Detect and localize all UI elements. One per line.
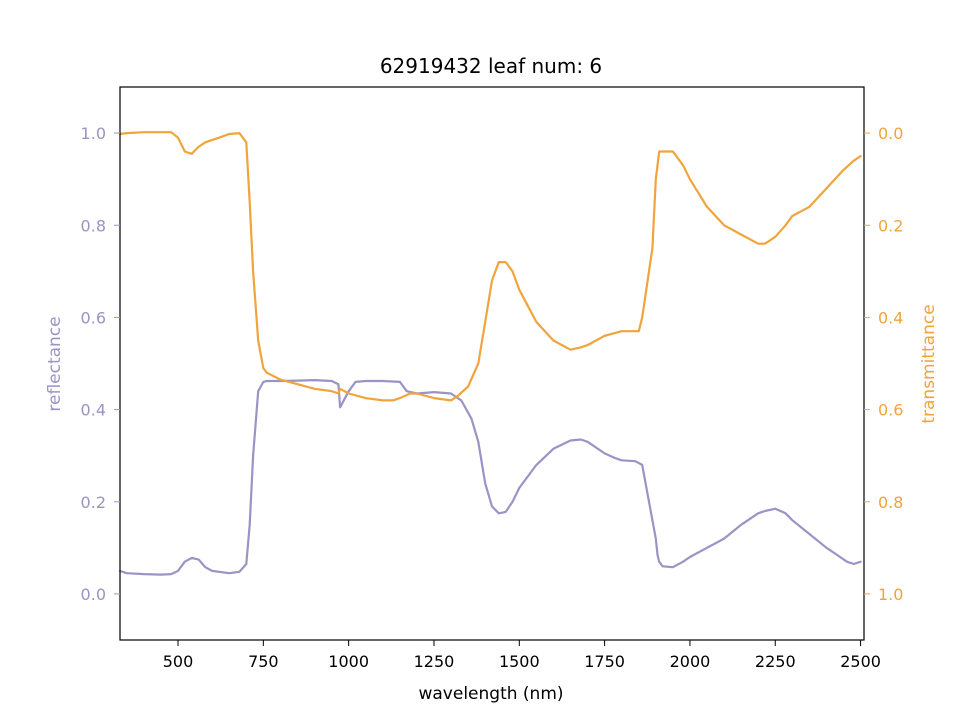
x-tick-label: 750 — [248, 652, 279, 671]
left-tick-label: 0.2 — [81, 493, 106, 512]
x-tick-label: 2500 — [840, 652, 881, 671]
left-axis-title: reflectance — [45, 316, 65, 411]
right-axis: 0.0 0.2 0.4 0.6 0.8 1.0 — [864, 124, 903, 604]
x-tick-label: 1500 — [499, 652, 540, 671]
x-tick-label: 500 — [163, 652, 194, 671]
chart-title: 62919432 leaf num: 6 — [380, 54, 602, 78]
x-axis: 500 750 1000 1250 1500 1750 2000 2250 2500 — [163, 640, 881, 671]
right-tick-label: 0.0 — [878, 124, 903, 143]
left-tick-label: 0.8 — [81, 216, 106, 235]
x-tick-label: 2000 — [670, 652, 711, 671]
left-tick-label: 0.4 — [81, 401, 106, 420]
x-tick-label: 1000 — [328, 652, 369, 671]
left-tick-label: 1.0 — [81, 124, 106, 143]
left-tick-label: 0.0 — [81, 585, 106, 604]
reflectance-series-line — [118, 379, 862, 576]
right-tick-label: 0.2 — [878, 216, 903, 235]
x-axis-title: wavelength (nm) — [418, 684, 563, 704]
right-tick-label: 0.4 — [878, 308, 903, 327]
left-axis: 0.0 0.2 0.4 0.6 0.8 1.0 — [81, 124, 120, 604]
right-tick-label: 0.8 — [878, 493, 903, 512]
plot-frame — [119, 86, 865, 641]
right-tick-label: 1.0 — [878, 585, 903, 604]
left-tick-label: 0.6 — [81, 308, 106, 327]
x-tick-label: 2250 — [755, 652, 796, 671]
transmittance-series-line — [118, 131, 862, 402]
right-axis-title: transmittance — [919, 304, 939, 423]
series-layer — [118, 131, 862, 576]
x-tick-label: 1750 — [584, 652, 625, 671]
right-tick-label: 0.6 — [878, 401, 903, 420]
x-tick-label: 1250 — [414, 652, 455, 671]
